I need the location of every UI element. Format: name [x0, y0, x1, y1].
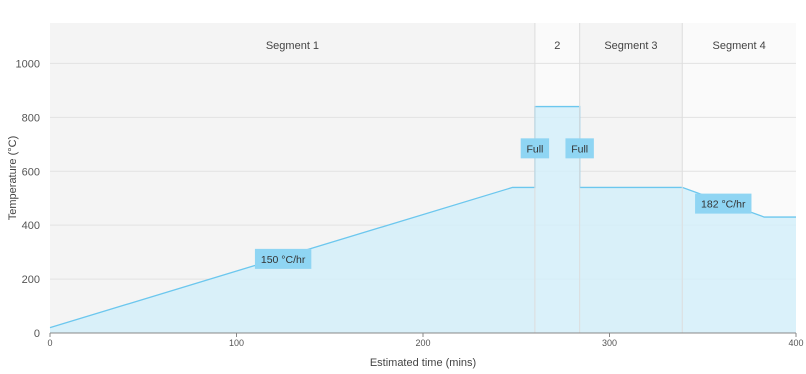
- rate-label: Full: [526, 143, 543, 155]
- x-tick-label: 100: [229, 338, 244, 348]
- rate-label: 182 °C/hr: [701, 199, 746, 211]
- rate-label-bg: [565, 138, 594, 159]
- rate-label: Full: [571, 143, 588, 155]
- segment-label: Segment 1: [266, 40, 319, 52]
- segment-dividers: [534, 23, 683, 333]
- axes: 0 200 400 600 800 1000 0 100 200 300 400: [16, 58, 804, 348]
- y-tick-label: 0: [34, 328, 40, 340]
- x-axis-title: Estimated time (mins): [370, 357, 476, 369]
- x-tick-label: 200: [415, 338, 430, 348]
- segment-label: Segment 4: [713, 40, 766, 52]
- y-tick-label: 600: [22, 166, 40, 178]
- y-tick-label: 400: [22, 220, 40, 232]
- x-tick-label: 0: [47, 338, 52, 348]
- rate-label: 150 °C/hr: [261, 254, 306, 266]
- y-tick-label: 800: [22, 112, 40, 124]
- rate-label-bg: [254, 248, 312, 269]
- rate-labels: 150 °C/hr Full Full 182 °C/hr: [254, 138, 752, 269]
- x-tick-label: 400: [788, 338, 803, 348]
- rate-label-bg: [520, 138, 550, 159]
- y-axis-title: Temperature (°C): [7, 136, 19, 220]
- y-tick-label: 200: [22, 274, 40, 286]
- y-tick-label: 1000: [16, 58, 40, 70]
- rate-label-bg: [695, 193, 752, 214]
- segment-label: Segment 3: [604, 40, 657, 52]
- segment-label: 2: [554, 40, 560, 52]
- x-tick-label: 300: [602, 338, 617, 348]
- series-area: [50, 106, 796, 333]
